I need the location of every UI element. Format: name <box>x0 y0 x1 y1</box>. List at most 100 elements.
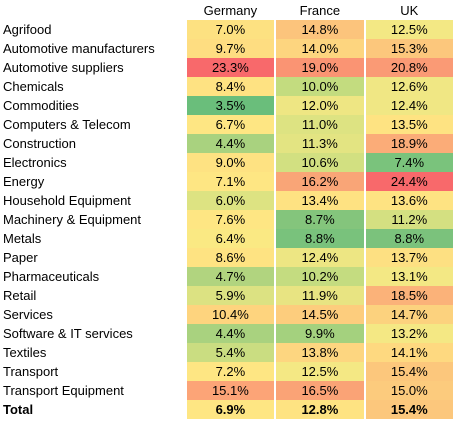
heat-cell-germany: 9.7% <box>186 39 275 58</box>
table-row: Household Equipment 6.0% 13.4% 13.6% <box>0 191 453 210</box>
heat-cell-france: 13.8% <box>276 343 364 362</box>
heat-cell-uk: 12.5% <box>365 20 453 39</box>
row-label: Paper <box>3 250 38 265</box>
heat-cell-uk: 12.4% <box>365 96 453 115</box>
heat-cell-france: 16.5% <box>276 381 364 400</box>
heat-cell-uk: 15.3% <box>365 39 453 58</box>
heat-cell-uk: 15.0% <box>365 381 453 400</box>
heat-cell-uk: 24.4% <box>365 172 453 191</box>
row-label: Household Equipment <box>3 193 131 208</box>
heat-cell-germany: 3.5% <box>186 96 275 115</box>
column-header-germany: Germany <box>203 3 258 18</box>
table-row: Transport 7.2% 12.5% 15.4% <box>0 362 453 381</box>
header-row: Germany France UK <box>0 1 453 20</box>
column-header-uk: UK <box>400 3 419 18</box>
heat-cell-germany: 9.0% <box>186 153 275 172</box>
table-row: Textiles 5.4% 13.8% 14.1% <box>0 343 453 362</box>
heat-cell-germany: 6.0% <box>186 191 275 210</box>
row-label: Chemicals <box>3 79 64 94</box>
heat-cell-france: 16.2% <box>276 172 364 191</box>
table-row: Agrifood 7.0% 14.8% 12.5% <box>0 20 453 39</box>
heat-cell-uk: 18.9% <box>365 134 453 153</box>
heat-cell-france: 10.6% <box>276 153 364 172</box>
heat-cell-germany: 8.6% <box>186 248 275 267</box>
heat-cell-france: 10.0% <box>276 77 364 96</box>
heat-cell-germany: 6.4% <box>186 229 275 248</box>
row-label: Retail <box>3 288 37 303</box>
heat-cell-france: 10.2% <box>276 267 364 286</box>
total-row: Total 6.9% 12.8% 15.4% <box>0 400 453 419</box>
row-label: Electronics <box>3 155 67 170</box>
table-row: Commodities 3.5% 12.0% 12.4% <box>0 96 453 115</box>
heat-cell-germany: 7.0% <box>186 20 275 39</box>
row-label: Agrifood <box>3 22 52 37</box>
heat-cell-germany: 7.6% <box>186 210 275 229</box>
table-row: Computers & Telecom 6.7% 11.0% 13.5% <box>0 115 453 134</box>
heat-cell-germany: 5.9% <box>186 286 275 305</box>
heatmap-body: Agrifood 7.0% 14.8% 12.5% Automotive manufac… <box>0 20 453 419</box>
heat-cell-uk: 12.6% <box>365 77 453 96</box>
table-row: Retail 5.9% 11.9% 18.5% <box>0 286 453 305</box>
table-row: Construction 4.4% 11.3% 18.9% <box>0 134 453 153</box>
heat-cell-uk: 7.4% <box>365 153 453 172</box>
heat-cell-france: 14.8% <box>276 20 364 39</box>
heat-cell-france: 12.4% <box>276 248 364 267</box>
heat-cell-uk: 13.7% <box>365 248 453 267</box>
heat-cell-uk: 13.1% <box>365 267 453 286</box>
total-label: Total <box>3 402 34 417</box>
heat-cell-france: 9.9% <box>276 324 364 343</box>
row-label: Energy <box>3 174 45 189</box>
table-row: Services 10.4% 14.5% 14.7% <box>0 305 453 324</box>
row-label: Transport Equipment <box>3 383 124 398</box>
heat-cell-france: 11.9% <box>276 286 364 305</box>
heat-cell-germany: 15.1% <box>186 381 275 400</box>
heat-cell-uk: 8.8% <box>365 229 453 248</box>
row-label: Transport <box>3 364 59 379</box>
heat-cell-germany: 4.7% <box>186 267 275 286</box>
heat-cell-germany: 10.4% <box>186 305 275 324</box>
heat-cell-germany: 8.4% <box>186 77 275 96</box>
heat-cell-uk: 13.2% <box>365 324 453 343</box>
table-row: Machinery & Equipment 7.6% 8.7% 11.2% <box>0 210 453 229</box>
row-label: Automotive manufacturers <box>3 41 155 56</box>
heat-cell-france: 8.7% <box>276 210 364 229</box>
heat-cell-germany: 5.4% <box>186 343 275 362</box>
corner-cell <box>0 1 187 20</box>
heat-cell-germany: 7.2% <box>186 362 275 381</box>
table-row: Energy 7.1% 16.2% 24.4% <box>0 172 453 191</box>
row-label: Commodities <box>3 98 79 113</box>
table-row: Transport Equipment 15.1% 16.5% 15.0% <box>0 381 453 400</box>
heat-cell-france: 19.0% <box>276 58 364 77</box>
table-row: Chemicals 8.4% 10.0% 12.6% <box>0 77 453 96</box>
heat-cell-uk: 18.5% <box>365 286 453 305</box>
table-row: Electronics 9.0% 10.6% 7.4% <box>0 153 453 172</box>
heat-cell-uk: 15.4% <box>365 400 453 419</box>
row-label: Services <box>3 307 53 322</box>
column-header-france: France <box>299 3 341 18</box>
heat-cell-uk: 14.7% <box>365 305 453 324</box>
heat-cell-france: 13.4% <box>276 191 364 210</box>
table-row: Software & IT services 4.4% 9.9% 13.2% <box>0 324 453 343</box>
heat-cell-germany: 6.7% <box>186 115 275 134</box>
heat-cell-uk: 15.4% <box>365 362 453 381</box>
row-label: Automotive suppliers <box>3 60 124 75</box>
row-label: Metals <box>3 231 42 246</box>
heat-cell-france: 11.3% <box>276 134 364 153</box>
heat-cell-uk: 11.2% <box>365 210 453 229</box>
row-label: Pharmaceuticals <box>3 269 100 284</box>
heat-cell-germany: 6.9% <box>186 400 275 419</box>
table-row: Automotive suppliers 23.3% 19.0% 20.8% <box>0 58 453 77</box>
heat-cell-france: 12.8% <box>276 400 364 419</box>
heat-cell-france: 12.5% <box>276 362 364 381</box>
heat-cell-france: 11.0% <box>276 115 364 134</box>
table-row: Paper 8.6% 12.4% 13.7% <box>0 248 453 267</box>
heat-cell-uk: 13.5% <box>365 115 453 134</box>
row-label: Machinery & Equipment <box>3 212 142 227</box>
heat-cell-uk: 14.1% <box>365 343 453 362</box>
heat-cell-germany: 23.3% <box>186 58 275 77</box>
heat-cell-france: 12.0% <box>276 96 364 115</box>
heat-cell-france: 14.0% <box>276 39 364 58</box>
row-label: Construction <box>3 136 76 151</box>
